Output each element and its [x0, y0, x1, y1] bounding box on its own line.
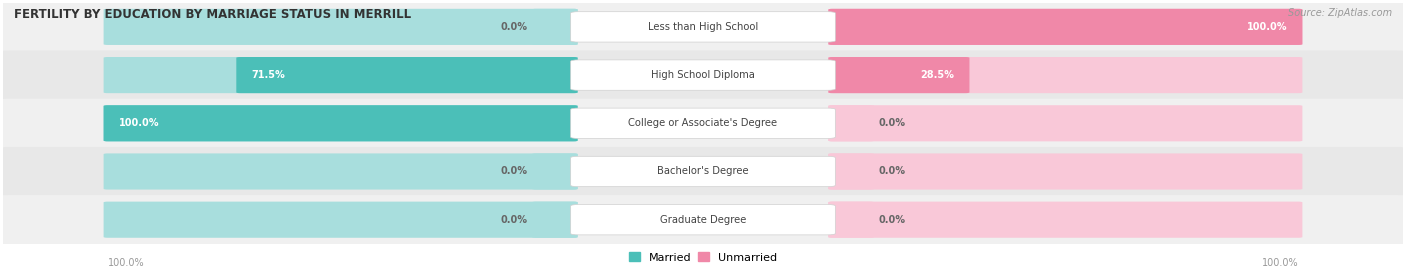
Text: 71.5%: 71.5%: [252, 70, 285, 80]
FancyBboxPatch shape: [104, 105, 578, 141]
FancyBboxPatch shape: [0, 2, 1406, 51]
Legend: Married, Unmarried: Married, Unmarried: [624, 248, 782, 267]
Text: 0.0%: 0.0%: [501, 215, 527, 225]
Text: Bachelor's Degree: Bachelor's Degree: [657, 167, 749, 176]
FancyBboxPatch shape: [571, 204, 835, 235]
Text: 0.0%: 0.0%: [879, 215, 905, 225]
FancyBboxPatch shape: [0, 99, 1406, 148]
Text: 0.0%: 0.0%: [879, 167, 905, 176]
Text: Graduate Degree: Graduate Degree: [659, 215, 747, 225]
Text: Source: ZipAtlas.com: Source: ZipAtlas.com: [1288, 8, 1392, 18]
FancyBboxPatch shape: [236, 57, 578, 93]
FancyBboxPatch shape: [531, 9, 578, 45]
FancyBboxPatch shape: [828, 105, 875, 141]
Text: FERTILITY BY EDUCATION BY MARRIAGE STATUS IN MERRILL: FERTILITY BY EDUCATION BY MARRIAGE STATU…: [14, 8, 411, 21]
FancyBboxPatch shape: [828, 9, 1302, 45]
Text: 0.0%: 0.0%: [501, 22, 527, 32]
FancyBboxPatch shape: [571, 108, 835, 139]
Text: 100.0%: 100.0%: [108, 258, 145, 268]
FancyBboxPatch shape: [0, 147, 1406, 196]
Text: 0.0%: 0.0%: [501, 167, 527, 176]
FancyBboxPatch shape: [828, 153, 1302, 190]
FancyBboxPatch shape: [571, 60, 835, 90]
Text: 100.0%: 100.0%: [120, 118, 159, 128]
FancyBboxPatch shape: [104, 57, 578, 93]
Text: High School Diploma: High School Diploma: [651, 70, 755, 80]
FancyBboxPatch shape: [104, 9, 578, 45]
FancyBboxPatch shape: [571, 12, 835, 42]
FancyBboxPatch shape: [828, 57, 970, 93]
FancyBboxPatch shape: [828, 202, 875, 238]
FancyBboxPatch shape: [531, 153, 578, 190]
Text: 28.5%: 28.5%: [920, 70, 955, 80]
Text: 100.0%: 100.0%: [1247, 22, 1286, 32]
Text: 100.0%: 100.0%: [1261, 258, 1298, 268]
Text: 0.0%: 0.0%: [879, 118, 905, 128]
FancyBboxPatch shape: [571, 156, 835, 187]
FancyBboxPatch shape: [0, 195, 1406, 244]
FancyBboxPatch shape: [828, 202, 1302, 238]
Text: Less than High School: Less than High School: [648, 22, 758, 32]
FancyBboxPatch shape: [0, 51, 1406, 100]
Text: College or Associate's Degree: College or Associate's Degree: [628, 118, 778, 128]
FancyBboxPatch shape: [104, 202, 578, 238]
FancyBboxPatch shape: [828, 153, 875, 190]
FancyBboxPatch shape: [828, 9, 1302, 45]
FancyBboxPatch shape: [828, 105, 1302, 141]
FancyBboxPatch shape: [828, 57, 1302, 93]
FancyBboxPatch shape: [531, 202, 578, 238]
FancyBboxPatch shape: [104, 153, 578, 190]
FancyBboxPatch shape: [104, 105, 578, 141]
